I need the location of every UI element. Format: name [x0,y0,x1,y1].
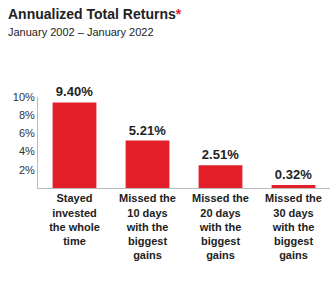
svg-text:Annualized Total Returns*: Annualized Total Returns* [8,6,182,22]
svg-text:4%: 4% [19,145,35,157]
svg-text:9.40%: 9.40% [56,84,93,99]
svg-text:8%: 8% [19,109,35,121]
svg-text:2.51%: 2.51% [202,147,239,162]
svg-text:Missed the10 dayswith thebigge: Missed the10 dayswith thebiggestgains [119,192,176,261]
svg-text:10%: 10% [13,91,35,103]
svg-text:5.21%: 5.21% [129,123,166,138]
svg-text:0.32%: 0.32% [275,167,312,182]
svg-text:Stayedinvestedthe wholetime: Stayedinvestedthe wholetime [49,192,100,247]
svg-text:Missed the30 dayswith thebigge: Missed the30 dayswith thebiggestgains [265,192,322,261]
svg-text:6%: 6% [19,127,35,139]
svg-text:January 2002 – January 2022: January 2002 – January 2022 [8,26,154,38]
svg-text:2%: 2% [19,164,35,176]
svg-text:Missed the20 dayswith thebigge: Missed the20 dayswith thebiggestgains [192,192,249,261]
